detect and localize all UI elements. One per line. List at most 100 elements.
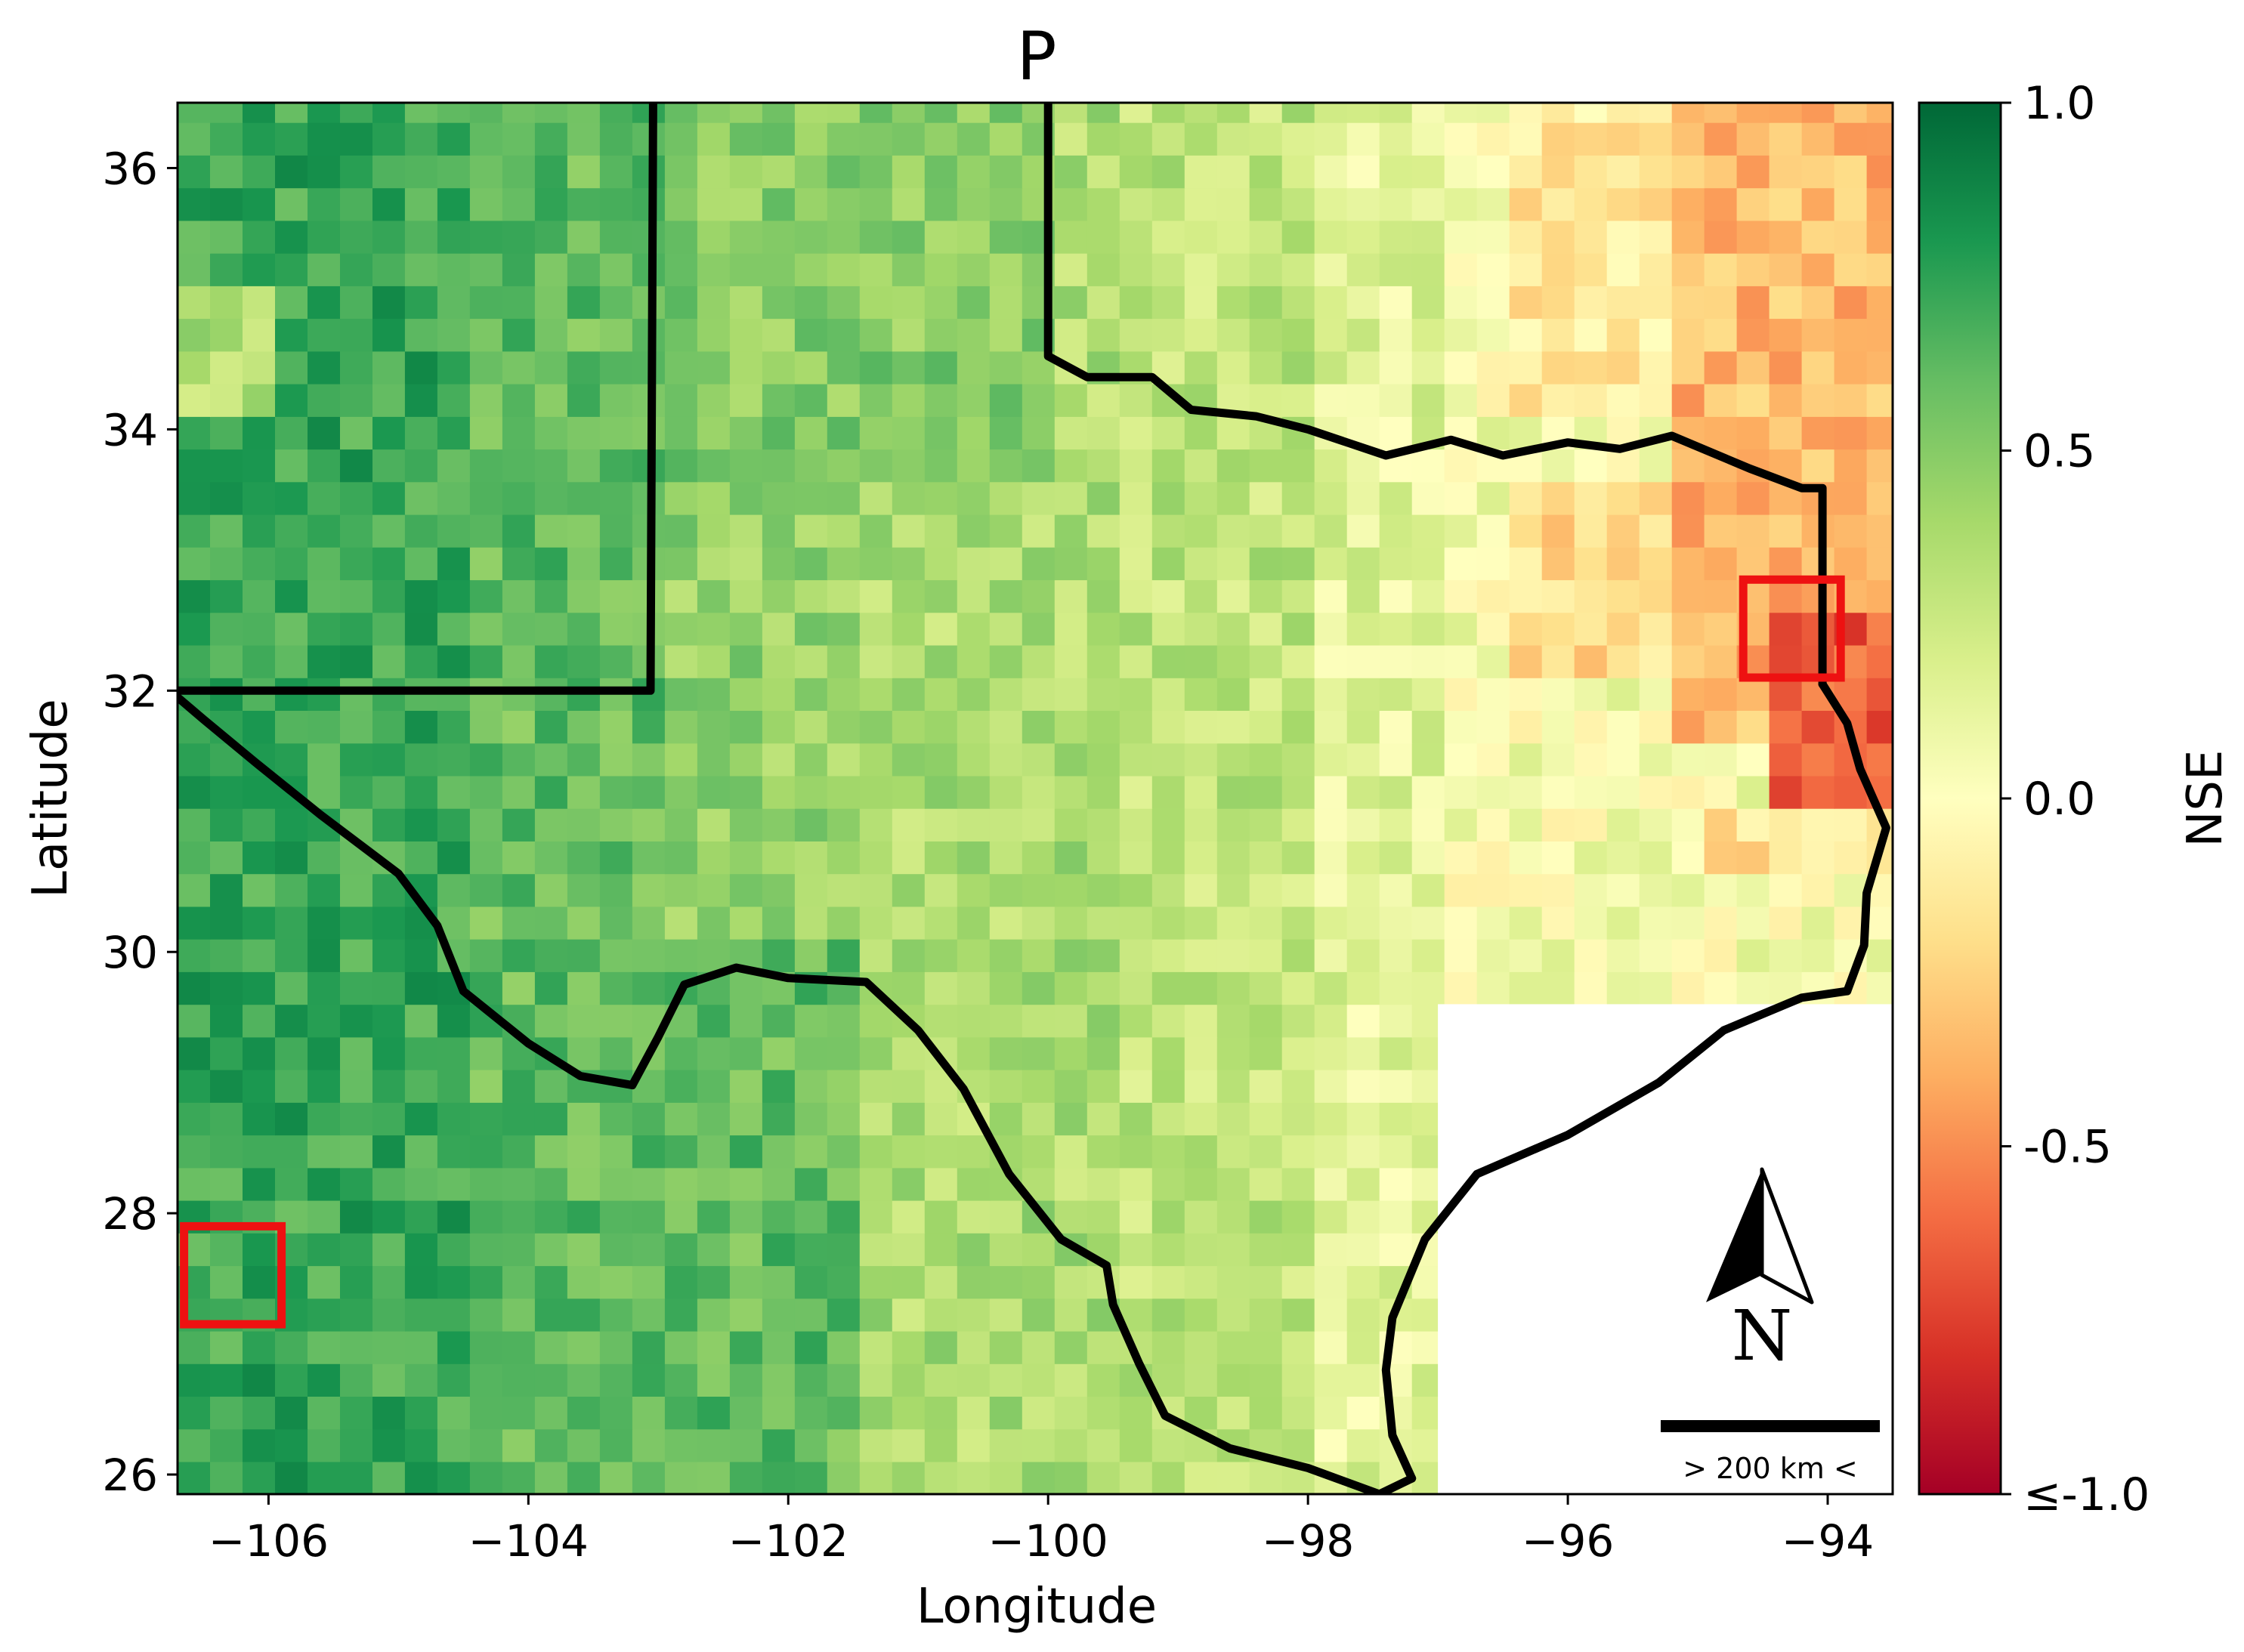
- grid-cell: [957, 286, 991, 320]
- new-mexico-border: [178, 103, 657, 695]
- grid-cell: [1509, 155, 1543, 189]
- grid-cell: [794, 678, 828, 711]
- grid-cell: [1151, 1036, 1185, 1070]
- map-title: P: [1016, 17, 1056, 95]
- grid-cell: [729, 1004, 763, 1038]
- grid-cell: [1574, 318, 1608, 352]
- grid-cell: [664, 710, 698, 744]
- grid-cell: [1834, 514, 1868, 548]
- grid-cell: [1151, 710, 1185, 744]
- grid-cell: [957, 775, 991, 809]
- grid-cell: [567, 841, 601, 875]
- grid-cell: [1444, 103, 1478, 123]
- grid-cell: [372, 1428, 406, 1462]
- grid-cell: [794, 220, 828, 254]
- grid-cell: [404, 1363, 438, 1397]
- grid-cell: [469, 808, 503, 841]
- grid-cell: [762, 547, 796, 581]
- grid-cell: [1639, 678, 1673, 711]
- grid-cell: [1509, 514, 1543, 548]
- grid-cell: [1151, 1135, 1185, 1169]
- grid-cell: [1022, 579, 1056, 613]
- grid-cell: [1574, 808, 1608, 841]
- grid-cell: [1184, 644, 1218, 678]
- grid-cell: [1379, 220, 1413, 254]
- grid-cell: [1314, 1004, 1348, 1038]
- grid-cell: [664, 1396, 698, 1430]
- grid-cell: [1281, 808, 1315, 841]
- grid-cell: [632, 971, 666, 1005]
- grid-cell: [1151, 1004, 1185, 1038]
- grid-cell: [210, 1167, 243, 1201]
- grid-cell: [1606, 938, 1640, 972]
- grid-cell: [1119, 678, 1153, 711]
- grid-cell: [1086, 579, 1120, 613]
- grid-cell: [1314, 1233, 1348, 1267]
- grid-cell: [1216, 612, 1250, 646]
- grid-cell: [632, 1396, 666, 1430]
- grid-cell: [1151, 122, 1185, 156]
- grid-cell: [697, 873, 731, 907]
- grid-cell: [178, 350, 211, 384]
- grid-cell: [469, 841, 503, 875]
- grid-cell: [1281, 481, 1315, 515]
- grid-cell: [1801, 383, 1835, 417]
- grid-cell: [924, 579, 958, 613]
- grid-cell: [1086, 1135, 1120, 1169]
- grid-cell: [275, 220, 308, 254]
- grid-cell: [340, 187, 373, 221]
- grid-cell: [1411, 644, 1445, 678]
- grid-cell: [243, 1036, 276, 1070]
- grid-cell: [697, 220, 731, 254]
- grid-cell: [1054, 318, 1088, 352]
- grid-cell: [372, 579, 406, 613]
- grid-cell: [892, 1396, 926, 1430]
- grid-cell: [1151, 938, 1185, 972]
- grid-cell: [762, 187, 796, 221]
- grid-cell: [178, 1004, 211, 1038]
- grid-cell: [437, 873, 471, 907]
- grid-cell: [1119, 841, 1153, 875]
- grid-cell: [1086, 1363, 1120, 1397]
- grid-cell: [1249, 1167, 1283, 1201]
- grid-cell: [859, 1265, 893, 1299]
- grid-cell: [469, 579, 503, 613]
- grid-cell: [892, 906, 926, 940]
- grid-cell: [1086, 449, 1120, 483]
- grid-cell: [567, 938, 601, 972]
- grid-cell: [1022, 449, 1056, 483]
- grid-cell: [210, 1036, 243, 1070]
- grid-cell: [1086, 1069, 1120, 1103]
- grid-cell: [794, 612, 828, 646]
- grid-cell: [1834, 318, 1868, 352]
- grid-cell: [1801, 220, 1835, 254]
- grid-cell: [924, 938, 958, 972]
- grid-cell: [729, 1265, 763, 1299]
- grid-cell: [1086, 644, 1120, 678]
- grid-cell: [1281, 1363, 1315, 1397]
- grid-cell: [729, 318, 763, 352]
- grid-cell: [762, 1036, 796, 1070]
- grid-cell: [1379, 1102, 1413, 1136]
- grid-cell: [1054, 1330, 1088, 1364]
- grid-cell: [1444, 318, 1478, 352]
- grid-cell: [1411, 841, 1445, 875]
- grid-cell: [210, 103, 243, 123]
- grid-cell: [502, 1428, 536, 1462]
- grid-cell: [404, 612, 438, 646]
- grid-cell: [1054, 579, 1088, 613]
- grid-cell: [1736, 678, 1770, 711]
- grid-cell: [1346, 678, 1380, 711]
- grid-cell: [178, 743, 211, 777]
- grid-cell: [1184, 547, 1218, 581]
- grid-cell: [534, 906, 568, 940]
- grid-cell: [1216, 1167, 1250, 1201]
- grid-cell: [794, 252, 828, 286]
- grid-cell: [892, 1461, 926, 1494]
- grid-cell: [599, 743, 633, 777]
- grid-cell: [1151, 1069, 1185, 1103]
- grid-cell: [1476, 416, 1510, 450]
- grid-cell: [1151, 1428, 1185, 1462]
- grid-cell: [697, 350, 731, 384]
- grid-cell: [340, 743, 373, 777]
